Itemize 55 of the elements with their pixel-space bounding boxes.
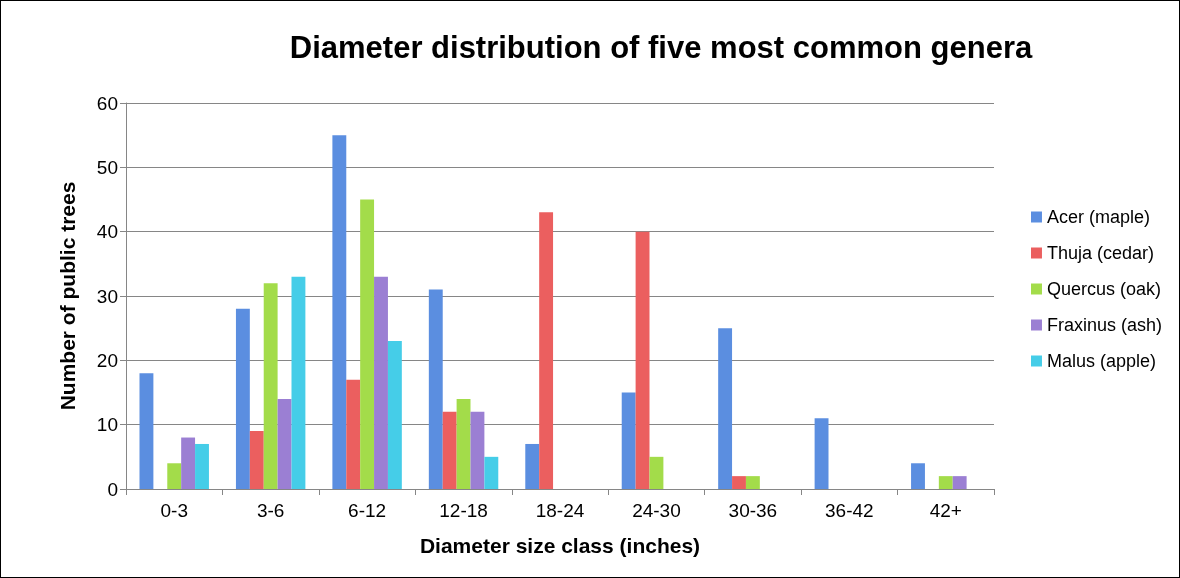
x-tick-label: 0-3 bbox=[160, 500, 188, 521]
y-tick-label: 50 bbox=[96, 156, 118, 178]
bar bbox=[249, 431, 264, 489]
y-tick-label: 40 bbox=[96, 221, 118, 243]
bar bbox=[139, 373, 154, 489]
legend-label: Acer (maple) bbox=[1046, 207, 1150, 227]
chart-title: Diameter distribution of five most common genera bbox=[289, 30, 1033, 65]
bar bbox=[732, 476, 746, 489]
bar bbox=[195, 443, 209, 489]
x-tick-label: 6-12 bbox=[348, 500, 387, 521]
bar bbox=[718, 328, 733, 489]
bar bbox=[263, 283, 278, 489]
x-tick-label: 30-36 bbox=[728, 500, 778, 521]
legend-label: Thuja (cedar) bbox=[1046, 243, 1155, 263]
x-tick-label: 42+ bbox=[929, 500, 962, 521]
bar bbox=[346, 379, 361, 489]
bar bbox=[428, 289, 443, 489]
bar bbox=[525, 443, 540, 489]
x-tick-label: 12-18 bbox=[439, 500, 488, 521]
bar bbox=[745, 476, 760, 489]
legend-label: Malus (apple) bbox=[1046, 351, 1157, 371]
bar bbox=[360, 199, 375, 489]
bar bbox=[649, 456, 664, 489]
bar bbox=[484, 456, 499, 489]
bar bbox=[635, 231, 650, 489]
bar bbox=[952, 476, 967, 489]
bar bbox=[456, 398, 471, 489]
x-axis-title: Diameter size class (inches) bbox=[419, 534, 701, 557]
bar bbox=[167, 463, 182, 489]
bar bbox=[539, 212, 554, 489]
bar bbox=[332, 135, 347, 489]
y-tick-label: 0 bbox=[107, 478, 118, 500]
x-tick-label: 36-42 bbox=[825, 500, 874, 521]
y-axis-title: Number of public trees bbox=[56, 181, 79, 411]
x-tick-label: 18-24 bbox=[535, 500, 585, 521]
bar bbox=[277, 398, 292, 489]
legend-label: Fraxinus (ash) bbox=[1046, 315, 1162, 335]
bar bbox=[938, 476, 953, 489]
bar bbox=[235, 308, 250, 489]
bar bbox=[470, 411, 485, 489]
bar bbox=[291, 276, 306, 489]
bar bbox=[814, 418, 829, 489]
bar bbox=[911, 463, 925, 489]
y-tick-label: 10 bbox=[96, 414, 118, 436]
x-tick-label: 3-6 bbox=[256, 500, 285, 521]
legend-label: Quercus (oak) bbox=[1046, 279, 1162, 299]
bar bbox=[621, 392, 636, 489]
y-tick-label: 30 bbox=[96, 285, 118, 307]
x-tick-label: 24-30 bbox=[632, 500, 681, 521]
bar bbox=[442, 411, 457, 489]
bar bbox=[387, 341, 402, 489]
bar bbox=[181, 437, 196, 489]
y-tick-label: 20 bbox=[96, 349, 118, 371]
y-tick-label: 60 bbox=[96, 92, 118, 114]
bar bbox=[374, 276, 388, 489]
